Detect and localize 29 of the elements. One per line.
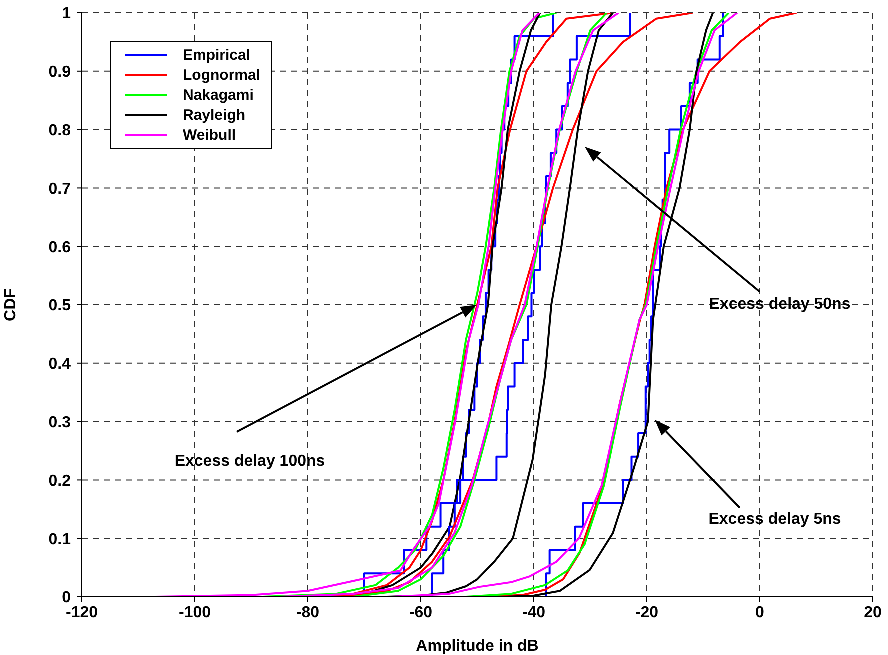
y-tick-label: 1 [62,6,72,23]
x-tick-label: -60 [409,604,433,622]
y-tick-label: 0 [62,590,72,607]
legend-label: Weibull [183,126,236,144]
y-tick-label: 0.4 [48,356,72,374]
x-tick-label: -120 [66,604,98,622]
annotation: Excess delay 5ns [708,511,842,528]
legend-label: Empirical [183,46,251,64]
y-axis-title: CDF [2,288,20,322]
y-tick-label: 0.6 [48,239,72,256]
x-tick-label: -100 [178,604,212,622]
x-tick-label: -40 [522,604,546,622]
y-tick-label: 0.8 [48,122,72,140]
y-tick-label: 0.3 [48,414,72,432]
legend-label: Nakagami [183,86,254,104]
y-tick-label: 0.5 [48,298,72,315]
legend-label: Rayleigh [183,106,246,124]
y-tick-label: 0.7 [48,180,72,198]
y-tick-label: 0.9 [48,64,72,82]
x-tick-label: 0 [756,604,765,622]
x-tick-label: 20 [864,604,882,622]
legend-label: Lognormal [183,66,260,84]
x-tick-label: -80 [296,604,320,622]
annotation: Excess delay 50ns [709,296,851,314]
x-tick-label: -20 [635,604,659,622]
y-tick-label: 0.1 [48,531,72,548]
y-tick-label: 0.2 [48,472,72,490]
x-axis-title: Amplitude in dB [416,638,539,655]
annotation: Excess delay 100ns [174,453,326,470]
